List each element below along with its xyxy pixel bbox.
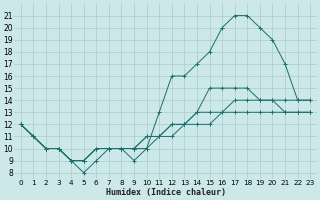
X-axis label: Humidex (Indice chaleur): Humidex (Indice chaleur)	[106, 188, 226, 197]
